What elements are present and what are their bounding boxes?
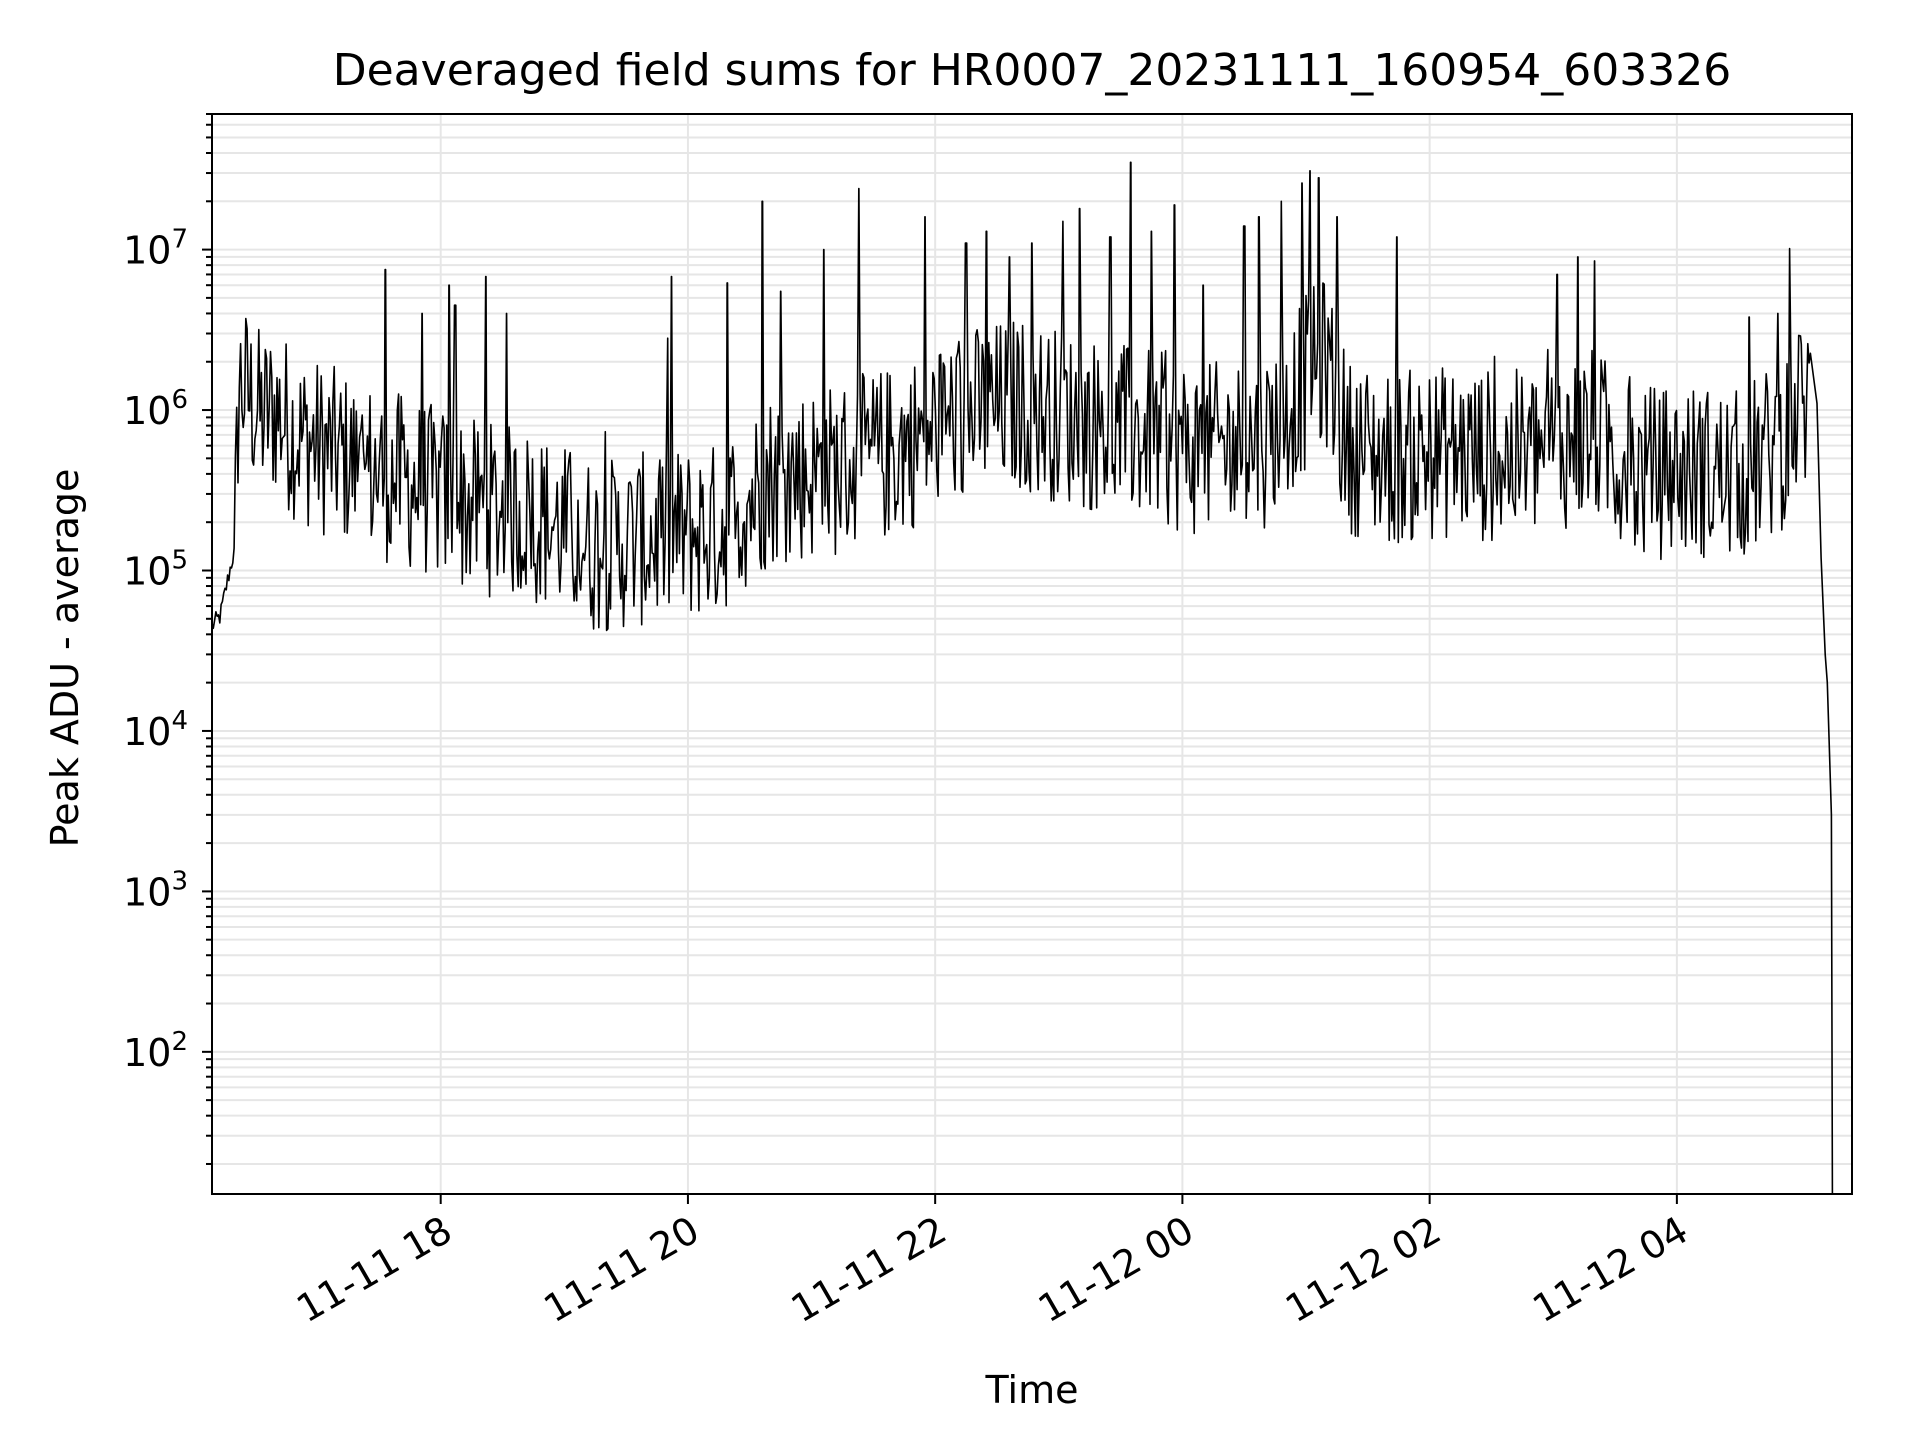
y-axis-label: Peak ADU - average — [43, 469, 87, 848]
series-peak-adu — [211, 161, 1834, 1195]
y-tick-label: 104 — [123, 706, 188, 754]
y-tick-label: 105 — [123, 545, 188, 593]
chart-title: Deaveraged field sums for HR0007_2023111… — [333, 45, 1732, 96]
x-axis-label: Time — [985, 1368, 1079, 1412]
y-tick-label: 102 — [123, 1027, 188, 1075]
y-tick-label: 106 — [123, 385, 188, 433]
y-tick-label: 103 — [123, 866, 188, 914]
y-tick-label: 107 — [123, 225, 188, 273]
series-line — [211, 161, 1834, 1195]
